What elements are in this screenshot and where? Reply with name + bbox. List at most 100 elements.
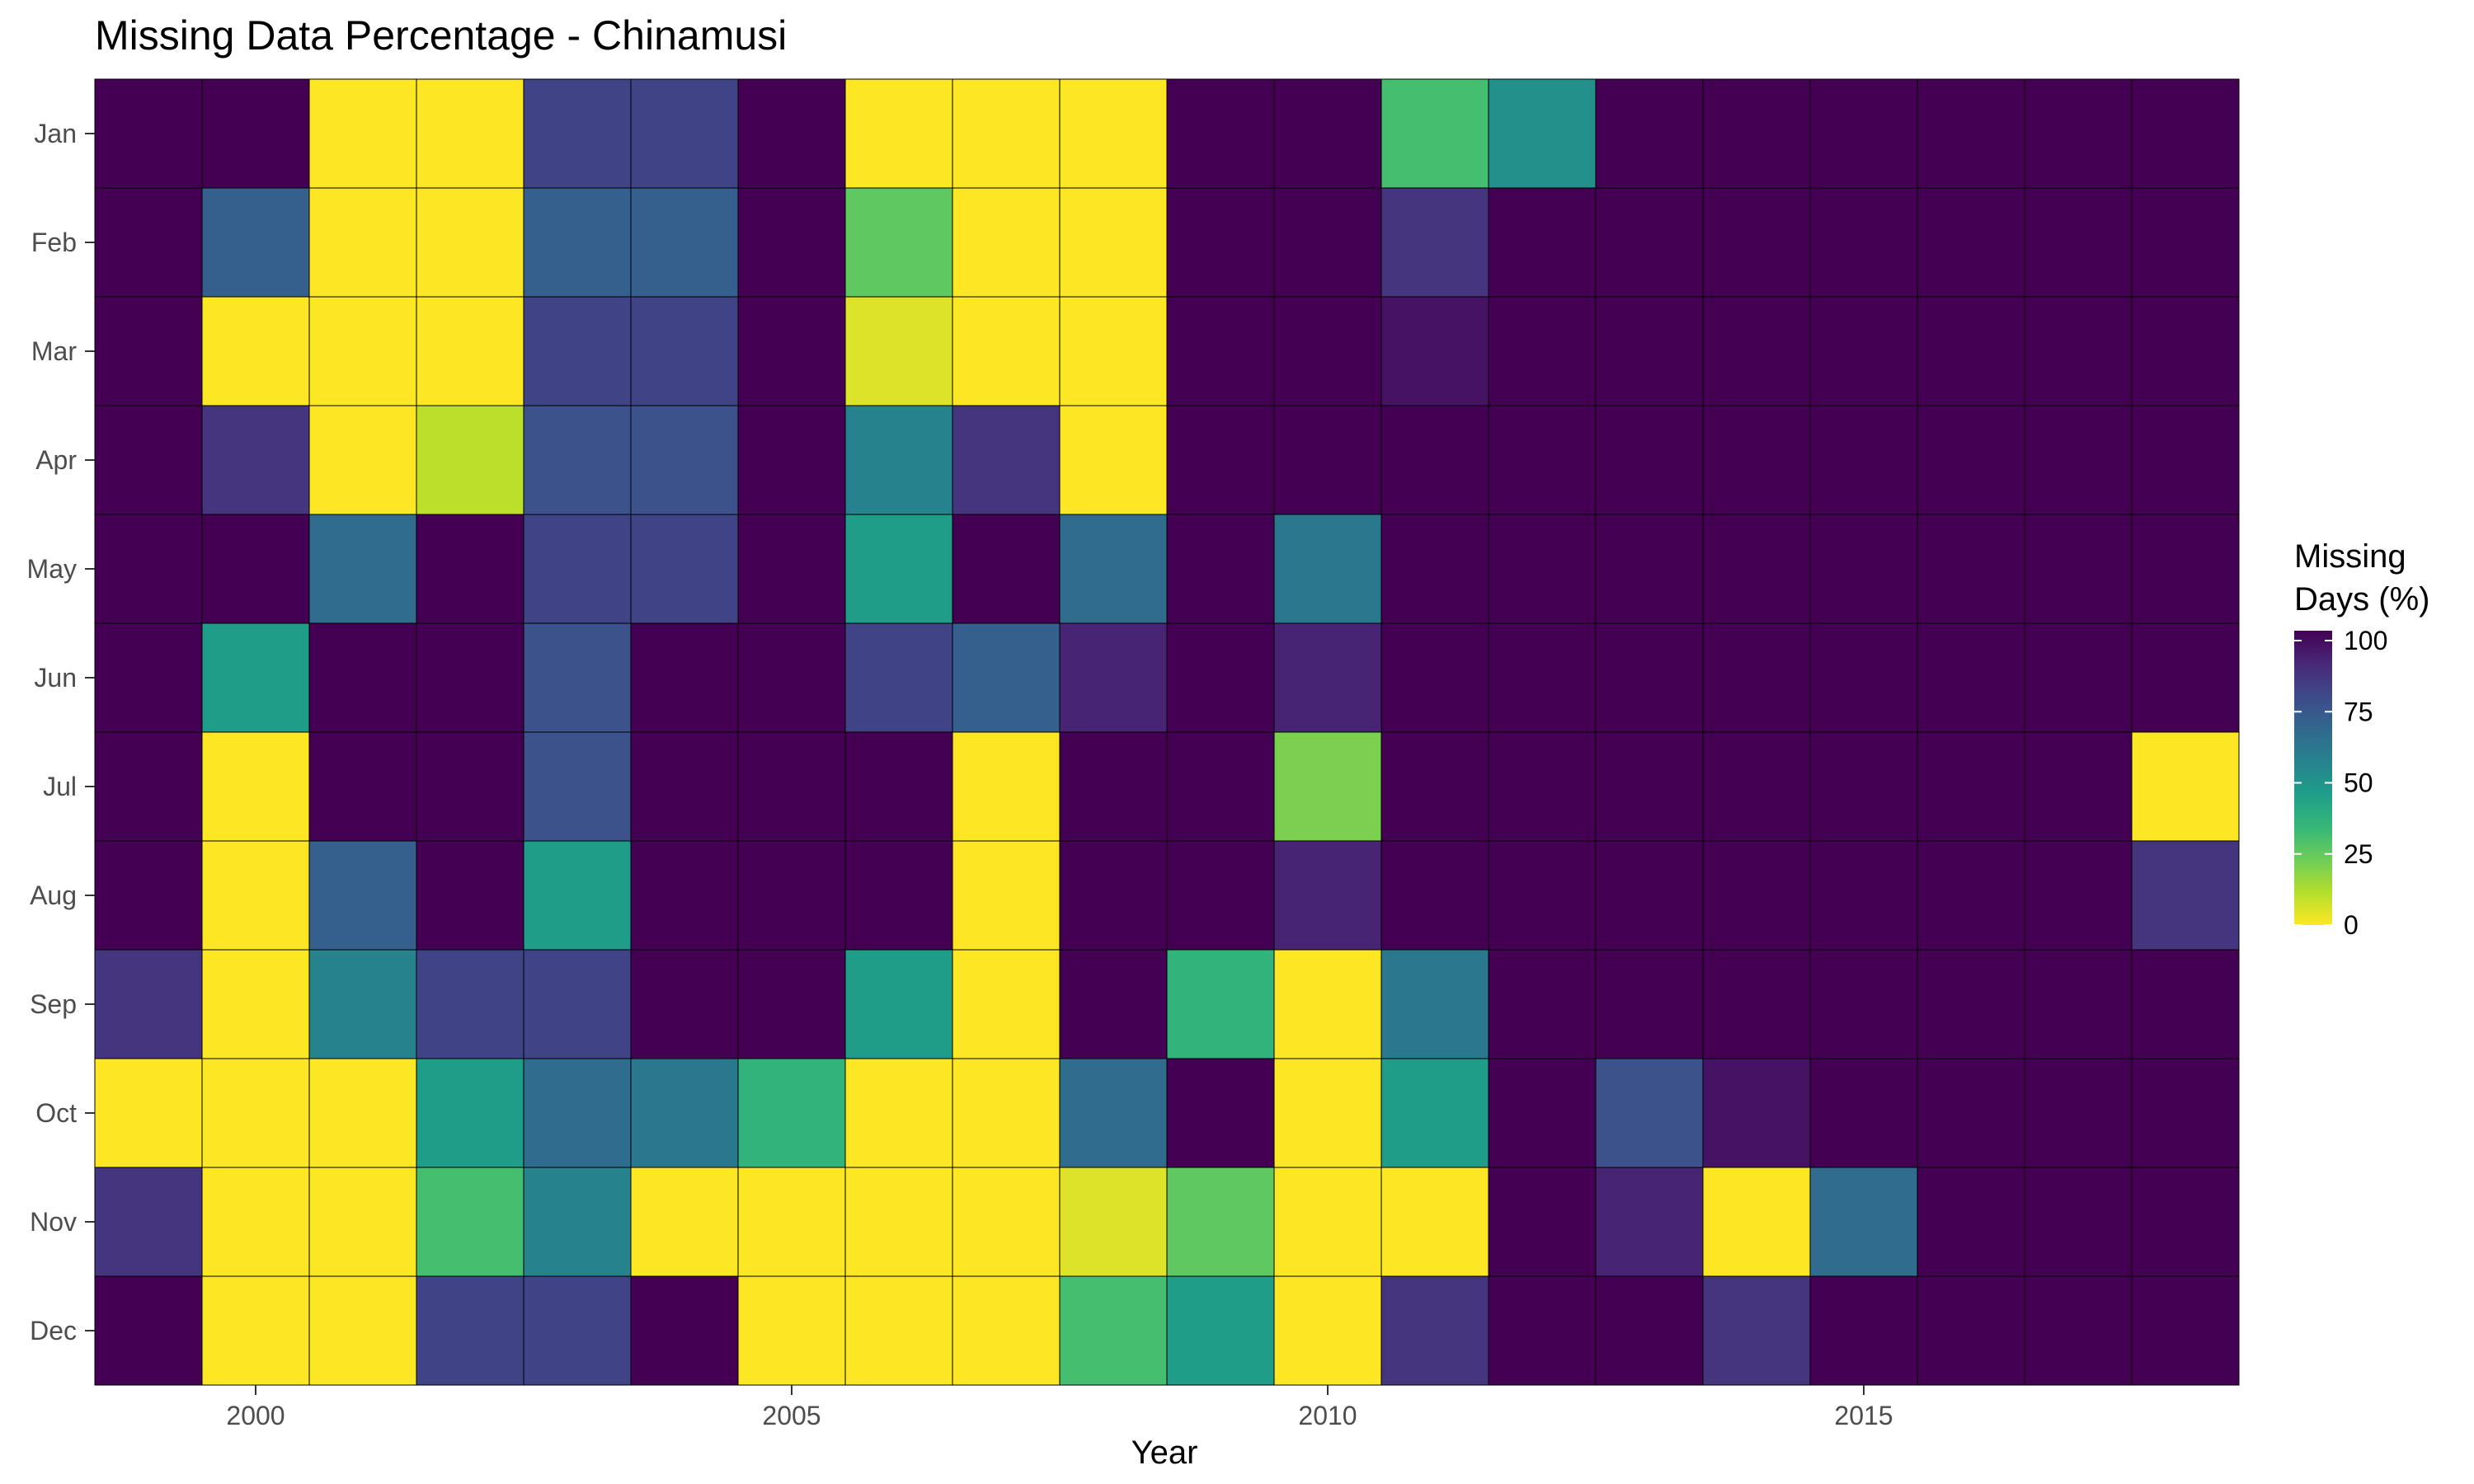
heatmap-tile-mar-2003 <box>523 296 632 406</box>
heatmap-tile-mar-2002 <box>416 296 524 406</box>
heatmap-tile-jul-2005 <box>737 731 846 842</box>
legend-tick-label-100: 100 <box>2344 626 2387 655</box>
heatmap-tile-mar-1999 <box>94 296 203 406</box>
heatmap-tile-feb-1999 <box>94 187 203 298</box>
x-axis-ticks: 2000 2005 2010 2015 <box>226 1385 1893 1430</box>
heatmap-tile-oct-1999 <box>94 1058 203 1168</box>
heatmap-tile-sep-2015 <box>1809 949 1918 1059</box>
heatmap-tile-mar-2018 <box>2131 296 2240 406</box>
heatmap-tile-may-2002 <box>416 514 524 624</box>
heatmap-tile-may-2004 <box>630 514 739 624</box>
heatmap-tile-dec-2012 <box>1488 1275 1597 1386</box>
heatmap-tile-apr-2010 <box>1273 405 1382 515</box>
heatmap-tile-sep-2011 <box>1380 949 1489 1059</box>
heatmap-tile-apr-2005 <box>737 405 846 515</box>
heatmap-tile-jun-2018 <box>2131 622 2240 733</box>
heatmap-tile-feb-2003 <box>523 187 632 298</box>
y-tick-label-feb: Feb <box>31 228 77 257</box>
heatmap-tile-oct-2000 <box>201 1058 310 1168</box>
y-tick-label-mar: Mar <box>31 336 77 366</box>
y-tick-label-jul: Jul <box>43 772 77 801</box>
heatmap-tile-sep-2017 <box>2024 949 2133 1059</box>
heatmap-tile-jan-2009 <box>1166 78 1275 189</box>
heatmap-tile-feb-2014 <box>1702 187 1811 298</box>
heatmap-tile-sep-2002 <box>416 949 524 1059</box>
heatmap-tile-oct-2005 <box>737 1058 846 1168</box>
heatmap-tile-oct-2008 <box>1059 1058 1168 1168</box>
heatmap-tile-nov-2006 <box>844 1167 953 1277</box>
heatmap-tile-jan-1999 <box>94 78 203 189</box>
heatmap-tile-apr-1999 <box>94 405 203 515</box>
y-tick-label-dec: Dec <box>30 1316 77 1345</box>
heatmap-tile-jan-2011 <box>1380 78 1489 189</box>
heatmap-tile-sep-2013 <box>1595 949 1704 1059</box>
heatmap-tile-jan-2003 <box>523 78 632 189</box>
heatmap-tile-aug-2013 <box>1595 840 1704 951</box>
heatmap-tile-may-2016 <box>1917 514 2025 624</box>
heatmap-tile-apr-2009 <box>1166 405 1275 515</box>
heatmap-tile-jun-2001 <box>308 622 417 733</box>
heatmap-tile-jun-2014 <box>1702 622 1811 733</box>
heatmap-tile-feb-2012 <box>1488 187 1597 298</box>
heatmap-tile-mar-2009 <box>1166 296 1275 406</box>
heatmap-tile-may-2014 <box>1702 514 1811 624</box>
heatmap-tile-sep-2016 <box>1917 949 2025 1059</box>
heatmap-tile-apr-2006 <box>844 405 953 515</box>
heatmap-tile-sep-1999 <box>94 949 203 1059</box>
heatmap-tile-mar-2001 <box>308 296 417 406</box>
heatmap-tile-jan-2004 <box>630 78 739 189</box>
heatmap-tile-may-2003 <box>523 514 632 624</box>
heatmap-tile-dec-2002 <box>416 1275 524 1386</box>
y-axis-ticks: Jan Feb Mar Apr May Jun Jul Aug Sep Oct Nov Dec <box>27 119 95 1345</box>
heatmap-tile-dec-2003 <box>523 1275 632 1386</box>
heatmap-tile-jun-2004 <box>630 622 739 733</box>
heatmap-tile-jun-2008 <box>1059 622 1168 733</box>
heatmap-tile-may-1999 <box>94 514 203 624</box>
heatmap-tile-nov-2017 <box>2024 1167 2133 1277</box>
legend-colorbar <box>2294 631 2332 925</box>
heatmap-tile-feb-2016 <box>1917 187 2025 298</box>
x-tick-label-2005: 2005 <box>762 1401 821 1430</box>
heatmap-tile-sep-2018 <box>2131 949 2240 1059</box>
heatmap-tile-aug-1999 <box>94 840 203 951</box>
heatmap-tile-feb-2010 <box>1273 187 1382 298</box>
heatmap-tile-aug-2007 <box>952 840 1061 951</box>
heatmap-tile-dec-2018 <box>2131 1275 2240 1386</box>
heatmap-tile-apr-2012 <box>1488 405 1597 515</box>
heatmap-tile-feb-2018 <box>2131 187 2240 298</box>
chart-title: Missing Data Percentage - Chinamusi <box>95 12 787 59</box>
heatmap-tile-may-2015 <box>1809 514 1918 624</box>
heatmap-tile-aug-2015 <box>1809 840 1918 951</box>
heatmap-tile-aug-2014 <box>1702 840 1811 951</box>
heatmap-tile-mar-2012 <box>1488 296 1597 406</box>
heatmap-tile-apr-2002 <box>416 405 524 515</box>
heatmap-tile-apr-2001 <box>308 405 417 515</box>
heatmap-tile-apr-2008 <box>1059 405 1168 515</box>
heatmap-tile-mar-2008 <box>1059 296 1168 406</box>
heatmap-tile-mar-2006 <box>844 296 953 406</box>
heatmap-tile-aug-2010 <box>1273 840 1382 951</box>
heatmap-tile-jul-2009 <box>1166 731 1275 842</box>
heatmap-tile-feb-2005 <box>737 187 846 298</box>
heatmap-tile-oct-2018 <box>2131 1058 2240 1168</box>
heatmap-tile-jan-2015 <box>1809 78 1918 189</box>
heatmap-tile-jun-2009 <box>1166 622 1275 733</box>
heatmap-tile-feb-2017 <box>2024 187 2133 298</box>
heatmap-tile-dec-2004 <box>630 1275 739 1386</box>
heatmap-tile-jan-2014 <box>1702 78 1811 189</box>
heatmap-tile-dec-2000 <box>201 1275 310 1386</box>
heatmap-tile-feb-2015 <box>1809 187 1918 298</box>
heatmap-tile-dec-2013 <box>1595 1275 1704 1386</box>
heatmap-tile-may-2009 <box>1166 514 1275 624</box>
heatmap-tile-oct-2012 <box>1488 1058 1597 1168</box>
heatmap-tile-feb-2006 <box>844 187 953 298</box>
heatmap-tile-jul-2013 <box>1595 731 1704 842</box>
heatmap-tile-jul-2014 <box>1702 731 1811 842</box>
heatmap-tile-oct-2003 <box>523 1058 632 1168</box>
heatmap-tile-feb-2001 <box>308 187 417 298</box>
heatmap-tiles <box>94 78 2240 1386</box>
heatmap-tile-oct-2016 <box>1917 1058 2025 1168</box>
heatmap-tile-oct-2013 <box>1595 1058 1704 1168</box>
heatmap-tile-sep-2004 <box>630 949 739 1059</box>
heatmap-tile-sep-2009 <box>1166 949 1275 1059</box>
